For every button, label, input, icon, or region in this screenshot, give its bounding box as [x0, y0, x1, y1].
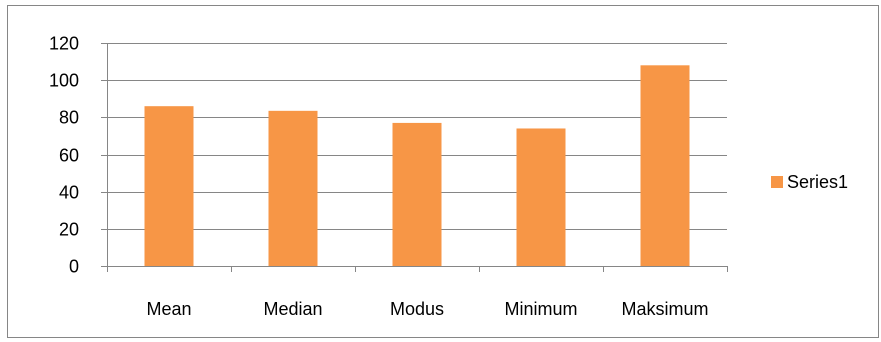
y-tick-label: 120 [49, 34, 79, 54]
x-tick-label: Minimum [504, 299, 577, 319]
x-tick-label: Median [263, 299, 322, 319]
y-tick-label: 80 [59, 108, 79, 128]
x-tick-label: Modus [390, 299, 444, 319]
y-tick-label: 20 [59, 220, 79, 240]
bar-maksimum [640, 65, 690, 266]
bar-minimum [516, 128, 566, 266]
y-tick-label: 60 [59, 146, 79, 166]
x-tick-label: Maksimum [621, 299, 708, 319]
bar-modus [392, 122, 442, 267]
y-tick-label: 0 [69, 257, 79, 277]
y-tick-label: 100 [49, 71, 79, 91]
legend-swatch [771, 176, 783, 188]
bar-median [268, 110, 318, 267]
legend-label: Series1 [787, 172, 848, 192]
x-tick-label: Mean [146, 299, 191, 319]
bar-mean [144, 106, 194, 266]
y-tick-label: 40 [59, 183, 79, 203]
